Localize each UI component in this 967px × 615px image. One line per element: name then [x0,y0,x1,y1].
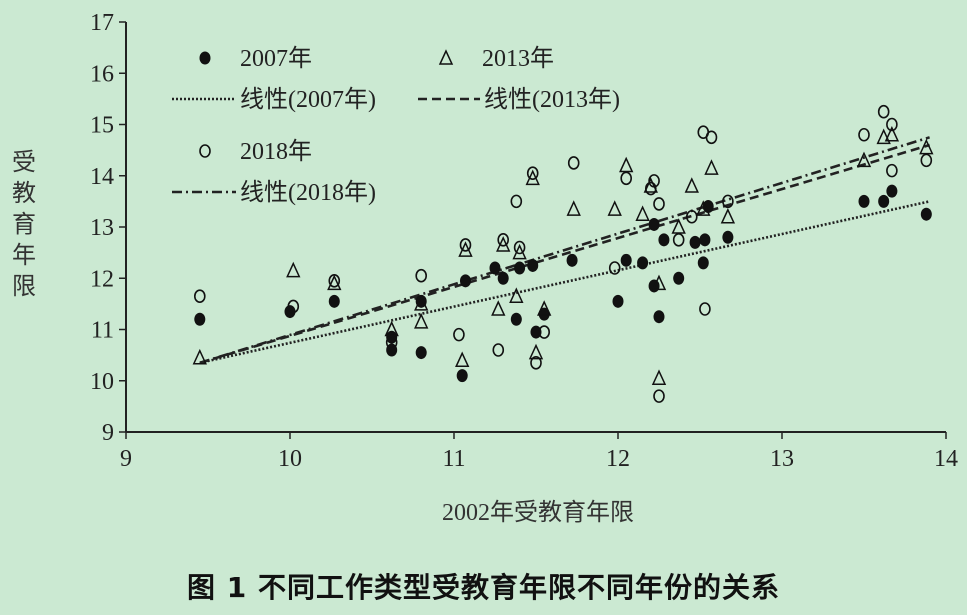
data-point [674,234,684,246]
y-tick-label: 12 [90,266,114,292]
legend-label-2018: 2018年 [240,138,312,165]
trend-lines [200,137,930,363]
y-axis-ticks: 9 10 11 12 13 14 15 16 17 [90,10,126,446]
data-point [620,159,632,172]
data-point [706,131,716,143]
data-point [515,242,525,254]
legend-marker-2018 [200,145,210,157]
legend-trend-label-2007: 线性(2007年) [240,86,376,113]
data-point [700,303,710,315]
data-point [568,202,580,215]
data-point [654,310,665,323]
series-2-points [194,128,933,384]
data-point [493,344,503,356]
x-tick-label: 14 [934,446,958,472]
data-point [637,207,649,220]
legend-marker-2007 [200,52,211,65]
data-point [921,208,932,221]
data-point [567,254,578,267]
x-axis-ticks: 9 10 11 12 13 14 [120,432,958,472]
data-point [456,353,468,366]
series-1-points [194,185,932,383]
y-tick-label: 10 [90,369,114,395]
data-point [859,129,869,141]
y-tick-label: 15 [90,113,114,139]
data-point [722,210,734,223]
data-point [887,165,897,177]
data-point [569,157,579,169]
figure-caption: 图 1 不同工作类型受教育年限不同年份的关系 [0,566,967,606]
data-point [654,390,664,402]
data-point [498,234,508,246]
data-point [699,233,710,246]
trend-line-1 [200,201,930,362]
data-point [329,295,340,308]
data-point [658,233,669,246]
data-point [878,195,889,208]
x-tick-label: 11 [442,446,465,472]
legend-marker-2013 [440,51,452,64]
data-point [511,195,521,207]
data-point [415,315,427,328]
y-tick-label: 16 [90,61,114,87]
data-point [859,195,870,208]
data-point [460,274,471,287]
data-point [194,313,205,326]
data-point [722,231,733,244]
legend-trend-label-2018: 线性(2018年) [240,179,376,206]
data-point [653,371,665,384]
data-point [649,218,660,231]
x-tick-label: 12 [606,446,630,472]
y-tick-label: 13 [90,215,114,241]
data-point [460,239,470,251]
data-point [921,154,931,166]
data-point [416,270,426,282]
y-axis-label: 受教育年限 [12,149,36,300]
data-point [637,256,648,269]
y-tick-label: 11 [91,318,114,344]
x-tick-label: 9 [120,446,132,472]
axes [126,22,946,432]
data-point [609,202,621,215]
data-point [673,272,684,285]
legend-label-2007: 2007年 [240,45,312,72]
data-point [498,272,509,285]
x-axis-label: 2002年受教育年限 [442,499,634,526]
data-point [511,313,522,326]
x-tick-label: 13 [770,446,794,472]
data-point [698,256,709,269]
legend-trend-label-2013: 线性(2013年) [484,86,620,113]
data-point [886,185,897,198]
y-tick-label: 14 [90,164,114,190]
data-point [514,262,525,275]
data-point [527,259,538,272]
data-point [613,295,624,308]
data-point [686,179,698,192]
data-point [386,331,397,344]
y-tick-label: 17 [90,10,114,36]
trend-line-3 [200,137,930,363]
legend-label-2013: 2013年 [482,45,554,72]
data-point [690,236,701,249]
data-point [457,369,468,382]
data-point [705,161,717,174]
data-point [416,346,427,359]
data-point [879,106,889,118]
y-tick-label: 9 [102,420,114,446]
data-point [195,290,205,302]
data-point [492,302,504,315]
data-point [528,167,538,179]
scatter-chart: 9 10 11 12 13 14 9 10 11 12 13 14 15 16 17 2007年 2013年… [0,0,967,560]
data-point [621,254,632,267]
data-point [654,198,664,210]
data-point [621,172,631,184]
data-point [287,264,299,277]
data-point [490,262,501,275]
x-tick-label: 10 [278,446,302,472]
data-point [454,329,464,341]
